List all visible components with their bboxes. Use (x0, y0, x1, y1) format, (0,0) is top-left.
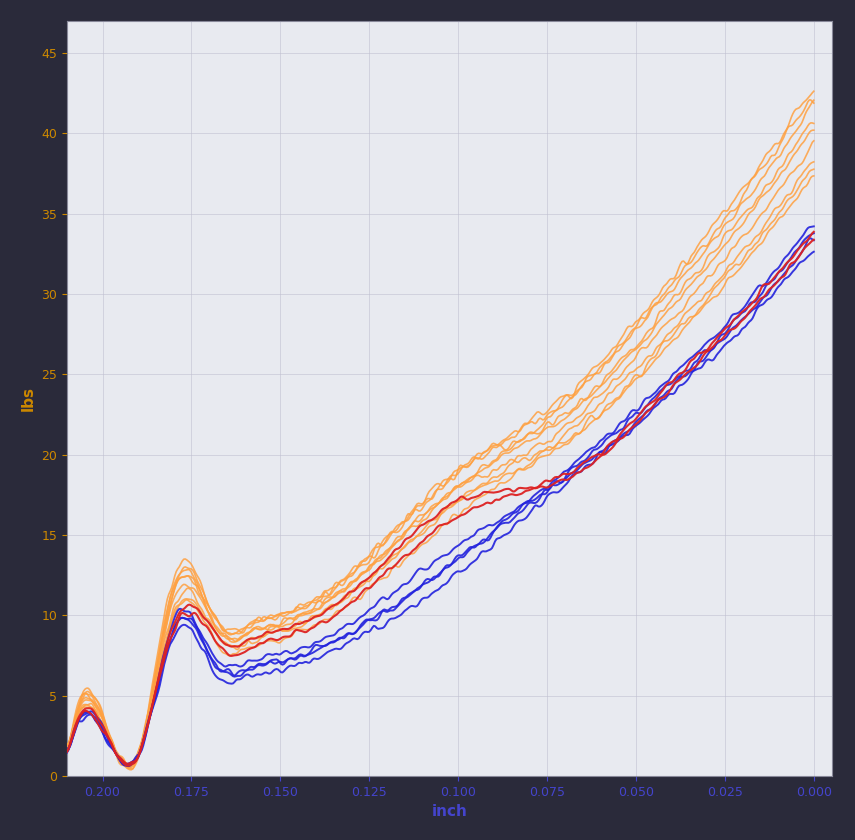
X-axis label: inch: inch (431, 804, 467, 819)
Y-axis label: lbs: lbs (21, 386, 36, 411)
